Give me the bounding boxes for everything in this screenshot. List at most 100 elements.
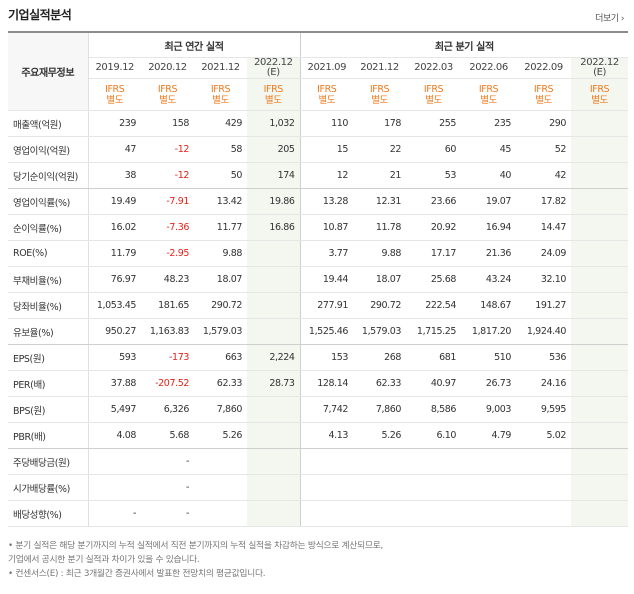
- accounting-standard-label: IFRS 별도: [406, 78, 462, 111]
- period-header: 2021.12: [194, 57, 247, 79]
- table-cell: [571, 188, 629, 215]
- table-cell: 4.79: [461, 422, 517, 449]
- row-label: 매출액(억원): [8, 110, 89, 137]
- accounting-standard-label: IFRS 별도: [194, 78, 247, 111]
- table-cell: [571, 162, 629, 189]
- table-cell: 58: [194, 136, 247, 163]
- table-cell: 32.10: [516, 266, 572, 293]
- table-cell: 4.13: [299, 422, 354, 449]
- table-cell: 153: [299, 344, 354, 371]
- table-cell: 290: [516, 110, 572, 137]
- table-cell: 1,163.83: [141, 318, 194, 345]
- table-cell: [353, 500, 407, 527]
- table-cell: -: [141, 448, 194, 475]
- period-header: 2022.09: [516, 57, 572, 79]
- table-cell: 16.94: [461, 214, 517, 241]
- row-label: 순이익률(%): [8, 214, 89, 241]
- table-cell: 290.72: [353, 292, 407, 319]
- table-cell: 536: [516, 344, 572, 371]
- table-cell: 11.79: [88, 240, 141, 267]
- table-row: 당기순이익(억원) 38 -12 50 174 12 21 53 40 42: [8, 162, 629, 189]
- table-cell: -2.95: [141, 240, 194, 267]
- table-cell: 24.09: [516, 240, 572, 267]
- table-cell: 13.28: [299, 188, 354, 215]
- table-cell: 5.02: [516, 422, 572, 449]
- table-cell: 9.88: [353, 240, 407, 267]
- table-cell: [247, 292, 301, 319]
- table-cell: 23.66: [406, 188, 462, 215]
- table-cell: [571, 422, 629, 449]
- accounting-standard-label: IFRS 별도: [461, 78, 517, 111]
- table-cell: 53: [406, 162, 462, 189]
- table-cell: 239: [88, 110, 141, 137]
- table-cell: [571, 370, 629, 397]
- table-cell: 52: [516, 136, 572, 163]
- table-cell: 593: [88, 344, 141, 371]
- table-cell: [353, 474, 407, 501]
- table-cell: 43.24: [461, 266, 517, 293]
- table-cell: 663: [194, 344, 247, 371]
- accounting-standard-label: IFRS 별도: [299, 78, 354, 111]
- row-label: PER(배): [8, 370, 89, 397]
- row-label: 영업이익(억원): [8, 136, 89, 163]
- table-cell: [516, 448, 572, 475]
- table-cell: 1,579.03: [194, 318, 247, 345]
- table-cell: 9.88: [194, 240, 247, 267]
- table-cell: -: [88, 500, 141, 527]
- footnotes: • 분기 실적은 해당 분기까지의 누적 실적에서 직전 분기까지의 누적 실적…: [8, 539, 383, 581]
- more-link-label[interactable]: 더보기: [595, 14, 619, 24]
- table-cell: -7.36: [141, 214, 194, 241]
- table-cell: 8,586: [406, 396, 462, 423]
- table-cell: [571, 500, 629, 527]
- table-cell: 7,742: [299, 396, 354, 423]
- table-cell: 9,003: [461, 396, 517, 423]
- table-cell: [88, 474, 141, 501]
- table-cell: 19.49: [88, 188, 141, 215]
- table-cell: [247, 422, 301, 449]
- table-cell: 268: [353, 344, 407, 371]
- row-label: ROE(%): [8, 240, 89, 267]
- table-cell: [571, 344, 629, 371]
- table-cell: 10.87: [299, 214, 354, 241]
- table-cell: 11.77: [194, 214, 247, 241]
- quarterly-group-header: 최근 분기 실적: [300, 31, 629, 58]
- table-cell: 11.78: [353, 214, 407, 241]
- table-cell: 191.27: [516, 292, 572, 319]
- table-cell: 12.31: [353, 188, 407, 215]
- table-row: 유보율(%) 950.27 1,163.83 1,579.03 1,525.46 1,57…: [8, 318, 629, 345]
- table-cell: 110: [299, 110, 354, 137]
- row-label: 부채비율(%): [8, 266, 89, 293]
- table-cell: 62.33: [194, 370, 247, 397]
- table-cell: 128.14: [299, 370, 354, 397]
- table-cell: [299, 474, 354, 501]
- table-cell: 174: [247, 162, 301, 189]
- row-label: 당기순이익(억원): [8, 162, 89, 189]
- table-cell: 37.88: [88, 370, 141, 397]
- accounting-standard-label: IFRS 별도: [516, 78, 572, 111]
- table-cell: -12: [141, 162, 194, 189]
- table-cell: [247, 318, 301, 345]
- row-label: EPS(원): [8, 344, 89, 371]
- table-cell: 1,715.25: [406, 318, 462, 345]
- row-label: 시가배당률(%): [8, 474, 89, 501]
- table-cell: [461, 448, 517, 475]
- table-cell: -12: [141, 136, 194, 163]
- table-cell: [516, 474, 572, 501]
- table-cell: 950.27: [88, 318, 141, 345]
- table-cell: 16.86: [247, 214, 301, 241]
- more-link[interactable]: 더보기 ›: [595, 11, 624, 24]
- table-cell: 7,860: [194, 396, 247, 423]
- table-cell: [88, 448, 141, 475]
- table-cell: [353, 448, 407, 475]
- table-row: 영업이익률(%) 19.49 -7.91 13.42 19.86 13.28 12.31 23…: [8, 188, 629, 215]
- table-cell: 9,595: [516, 396, 572, 423]
- table-cell: [571, 240, 629, 267]
- table-cell: 40.97: [406, 370, 462, 397]
- table-cell: 5.26: [194, 422, 247, 449]
- table-cell: 181.65: [141, 292, 194, 319]
- table-cell: [571, 318, 629, 345]
- table-cell: 3.77: [299, 240, 354, 267]
- table-cell: 62.33: [353, 370, 407, 397]
- period-header: 2022.03: [406, 57, 462, 79]
- table-cell: 1,579.03: [353, 318, 407, 345]
